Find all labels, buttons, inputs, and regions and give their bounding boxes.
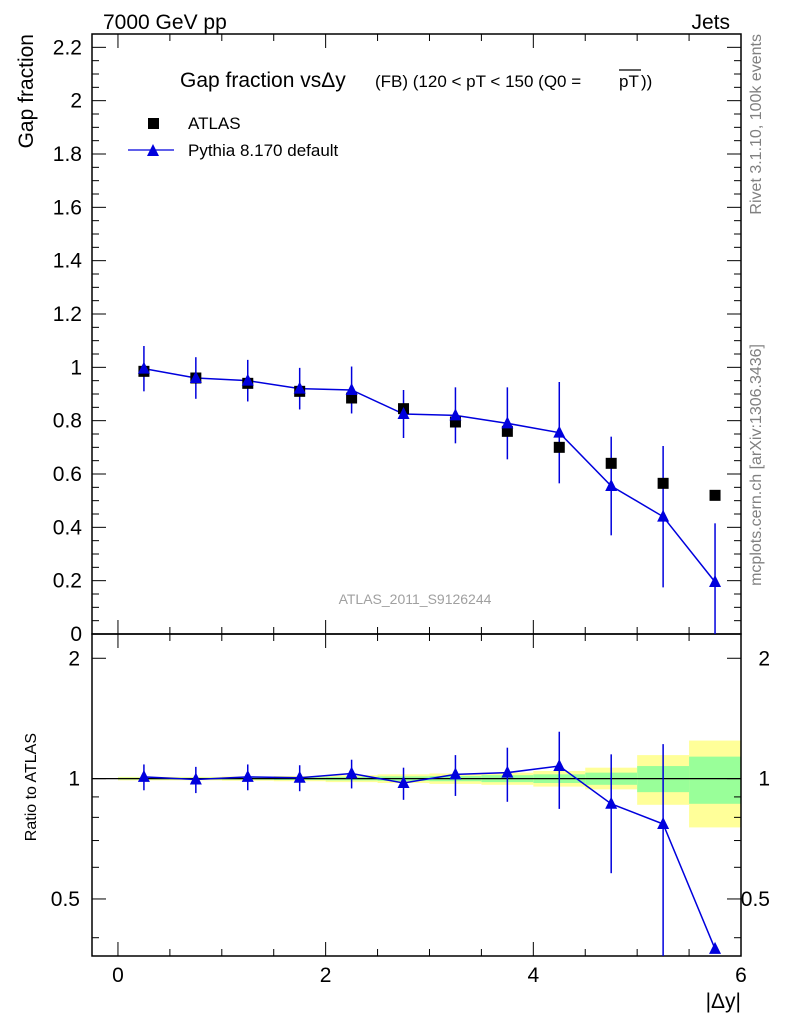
y-tick-label: 0.2	[53, 570, 82, 593]
ratio-point	[397, 776, 410, 789]
title-detail: (FB) (120 < pT < 150 (Q0 =	[375, 72, 581, 91]
header-right: Jets	[691, 11, 730, 34]
ratio-y-tick-label-right: 2	[758, 647, 770, 670]
ratio-point	[501, 765, 514, 778]
pythia-point	[397, 407, 410, 419]
title-end: ))	[641, 72, 652, 91]
y-tick-label: 1.6	[53, 196, 82, 219]
main-title: Gap fraction vsΔy (FB) (120 < pT < 150 (…	[180, 69, 652, 92]
ratio-green-band	[689, 756, 741, 804]
atlas-point	[553, 441, 565, 453]
ratio-y-tick-label-right: 1	[758, 768, 770, 791]
ratio-y-tick-label-right: 0.5	[741, 888, 770, 911]
ratio-point	[189, 772, 202, 785]
y-tick-label: 1.4	[53, 250, 83, 273]
ratio-y-tick-label: 0.5	[51, 888, 80, 911]
legend: ATLAS Pythia 8.170 default	[128, 114, 339, 160]
pythia-point	[449, 408, 462, 421]
atlas-point	[346, 392, 358, 404]
y-tick-label: 1.8	[53, 143, 82, 166]
y-tick-label: 0	[70, 623, 82, 646]
pythia-point	[553, 425, 566, 438]
ratio-point	[137, 769, 150, 782]
pythia-point	[501, 416, 514, 429]
pythia-point	[657, 509, 670, 522]
main-y-axis-label: Gap fraction	[15, 34, 38, 148]
atlas-point	[605, 457, 617, 469]
y-tick-label: 2.2	[53, 36, 82, 59]
ratio-plot-frame	[91, 633, 742, 957]
atlas-point	[449, 416, 461, 428]
legend-atlas-label: ATLAS	[188, 114, 241, 133]
ratio-y-axis-label: Ratio to ATLAS	[23, 733, 40, 841]
pythia-line	[143, 367, 716, 583]
ratio-point	[449, 767, 462, 780]
legend-pythia-marker	[147, 144, 159, 156]
ratio-point	[293, 770, 306, 783]
x-tick-label: 4	[527, 964, 539, 987]
ratio-point	[605, 796, 618, 809]
pythia-point	[605, 479, 618, 491]
y-tick-label: 0.4	[53, 516, 83, 539]
ratio-point	[241, 769, 254, 782]
y-tick-label: 0.6	[53, 463, 82, 486]
pythia-point	[293, 381, 306, 394]
legend-pythia-label: Pythia 8.170 default	[188, 141, 339, 160]
x-axis-label: |Δy|	[706, 990, 741, 1013]
title-overline: pT	[619, 72, 639, 91]
pythia-point	[709, 575, 722, 587]
analysis-watermark: ATLAS_2011_S9126244	[339, 591, 492, 607]
x-tick-label: 2	[320, 964, 332, 987]
x-tick-label: 0	[112, 964, 124, 987]
pythia-point	[345, 383, 358, 395]
y-tick-label: 1	[70, 356, 82, 379]
ratio-point	[709, 941, 722, 954]
ratio-y-tick-label: 2	[68, 647, 80, 670]
ratio-line	[143, 765, 716, 950]
atlas-point	[709, 489, 721, 501]
header-left: 7000 GeV pp	[103, 11, 227, 34]
ratio-point	[657, 816, 670, 829]
y-tick-label: 1.2	[53, 303, 82, 326]
pythia-point	[137, 361, 150, 374]
side-label-rivet: Rivet 3.1.10, 100k events	[748, 34, 765, 215]
pythia-point	[189, 371, 202, 383]
ratio-point	[345, 766, 358, 779]
x-tick-label: 6	[735, 964, 747, 987]
ratio-point	[553, 759, 566, 772]
pythia-point	[241, 373, 254, 386]
y-tick-label: 2	[70, 90, 82, 113]
ratio-y-tick-label: 1	[68, 768, 80, 791]
legend-atlas-marker	[148, 118, 159, 129]
atlas-point	[501, 425, 513, 437]
side-label-mcplots: mcplots.cern.ch [arXiv:1306.3436]	[748, 344, 765, 586]
y-tick-label: 0.8	[53, 410, 82, 433]
atlas-point	[657, 477, 669, 489]
title-main: Gap fraction vsΔy	[180, 69, 346, 92]
